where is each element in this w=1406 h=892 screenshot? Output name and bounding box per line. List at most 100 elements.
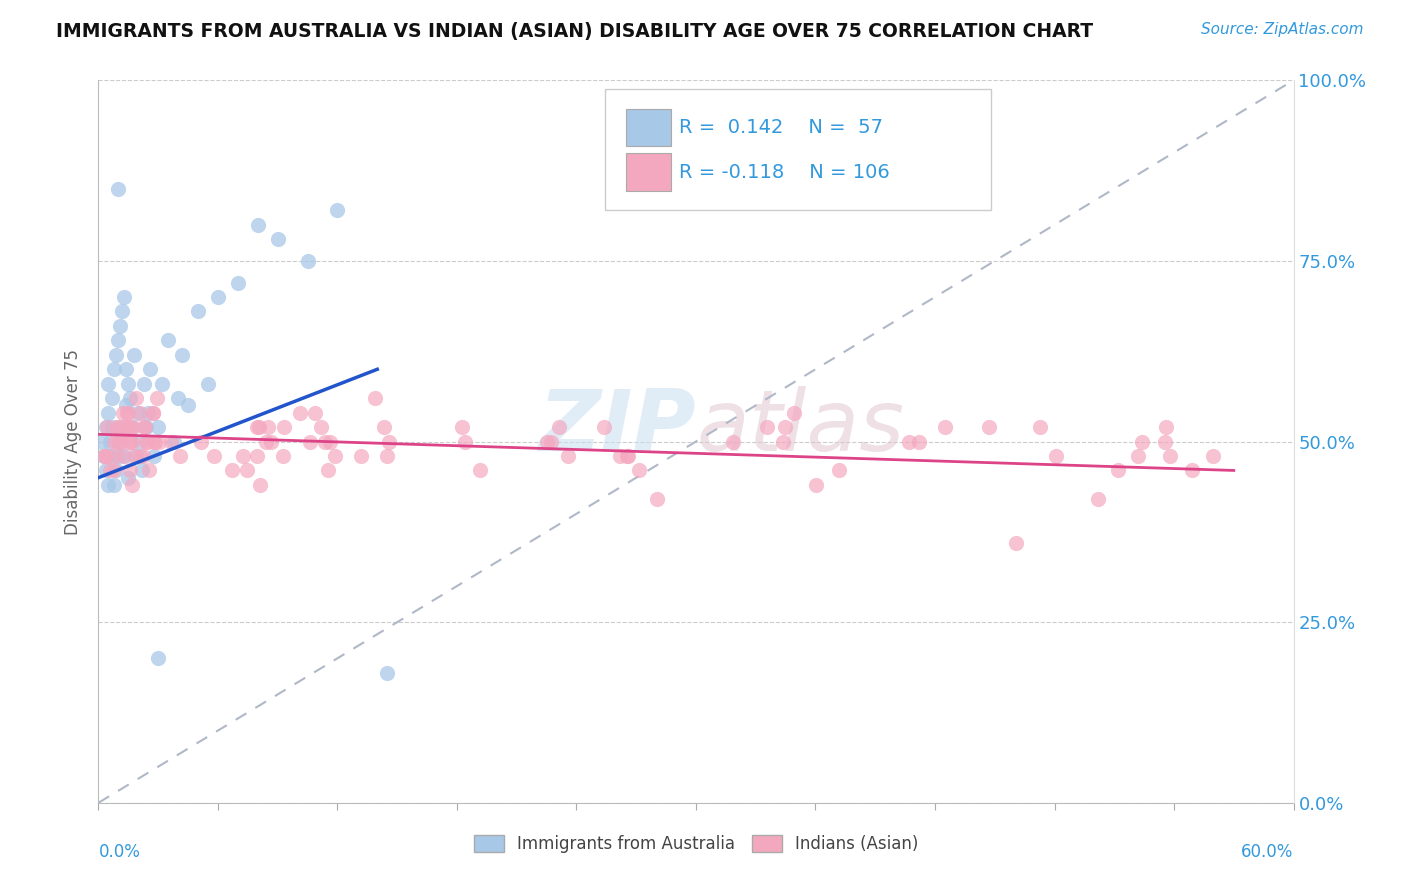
Point: [977, 420, 1000, 434]
Point: [190, 434, 212, 449]
Point: [143, 449, 166, 463]
Text: ZIP: ZIP: [538, 385, 696, 468]
Point: [112, 449, 135, 463]
Point: [107, 182, 129, 196]
Point: [207, 290, 229, 304]
Point: [96, 420, 118, 434]
Point: [110, 318, 132, 333]
Point: [115, 362, 138, 376]
Point: [105, 463, 128, 477]
Point: [235, 463, 257, 477]
Point: [723, 434, 745, 449]
Point: [755, 420, 778, 434]
Y-axis label: Disability Age Over 75: Disability Age Over 75: [65, 349, 83, 534]
Point: [364, 391, 387, 405]
Point: [221, 463, 243, 477]
Point: [897, 434, 920, 449]
Point: [107, 420, 129, 434]
Text: 0.0%: 0.0%: [98, 843, 141, 861]
Point: [628, 463, 651, 477]
Point: [103, 478, 125, 492]
Point: [145, 434, 167, 449]
Point: [111, 420, 134, 434]
Point: [647, 492, 669, 507]
Point: [115, 398, 138, 412]
Point: [96, 449, 118, 463]
Point: [232, 449, 254, 463]
Point: [97, 376, 120, 391]
Point: [129, 434, 152, 449]
Point: [107, 334, 129, 348]
Point: [160, 434, 183, 449]
Point: [773, 420, 796, 434]
Point: [273, 420, 295, 434]
Point: [1126, 449, 1149, 463]
Point: [103, 434, 125, 449]
Point: [451, 420, 474, 434]
Point: [120, 434, 142, 449]
Point: [120, 463, 142, 477]
Point: [246, 218, 269, 232]
Point: [172, 348, 194, 362]
Point: [304, 406, 326, 420]
Point: [157, 334, 180, 348]
Text: R = -0.118    N = 106: R = -0.118 N = 106: [679, 162, 890, 182]
Point: [907, 434, 929, 449]
Point: [132, 449, 155, 463]
Point: [121, 434, 143, 449]
Point: [134, 420, 156, 434]
Point: [150, 376, 173, 391]
Point: [148, 434, 170, 449]
Point: [316, 463, 339, 477]
Point: [1087, 492, 1109, 507]
Point: [246, 420, 269, 434]
Point: [96, 420, 118, 434]
Text: Source: ZipAtlas.com: Source: ZipAtlas.com: [1201, 22, 1364, 37]
Point: [138, 463, 160, 477]
Point: [536, 434, 558, 449]
Point: [101, 420, 124, 434]
Point: [319, 434, 342, 449]
Point: [616, 449, 638, 463]
Point: [592, 420, 614, 434]
Text: IMMIGRANTS FROM AUSTRALIA VS INDIAN (ASIAN) DISABILITY AGE OVER 75 CORRELATION C: IMMIGRANTS FROM AUSTRALIA VS INDIAN (ASI…: [56, 22, 1094, 41]
Point: [350, 449, 373, 463]
Point: [249, 478, 271, 492]
Point: [375, 665, 398, 680]
Point: [124, 348, 146, 362]
Point: [167, 391, 190, 405]
Point: [118, 420, 141, 434]
Point: [314, 434, 336, 449]
Point: [134, 376, 156, 391]
Point: [115, 406, 138, 420]
Text: atlas: atlas: [696, 385, 904, 468]
Point: [98, 449, 122, 463]
Point: [105, 348, 128, 362]
Point: [121, 420, 143, 434]
Point: [311, 420, 333, 434]
Point: [148, 651, 170, 665]
Point: [375, 449, 398, 463]
Point: [378, 434, 401, 449]
Point: [96, 463, 118, 477]
Point: [129, 406, 152, 420]
Point: [112, 449, 135, 463]
Point: [828, 463, 851, 477]
Point: [260, 434, 283, 449]
Point: [148, 420, 170, 434]
Point: [1159, 449, 1181, 463]
Point: [103, 463, 125, 477]
Text: 60.0%: 60.0%: [1241, 843, 1294, 861]
Point: [139, 362, 162, 376]
Point: [169, 449, 191, 463]
Point: [105, 420, 128, 434]
Point: [124, 449, 146, 463]
Point: [136, 406, 159, 420]
Point: [177, 398, 200, 412]
Point: [288, 406, 311, 420]
Point: [97, 406, 120, 420]
Point: [934, 420, 956, 434]
Point: [93, 449, 115, 463]
Point: [97, 478, 120, 492]
Point: [454, 434, 477, 449]
